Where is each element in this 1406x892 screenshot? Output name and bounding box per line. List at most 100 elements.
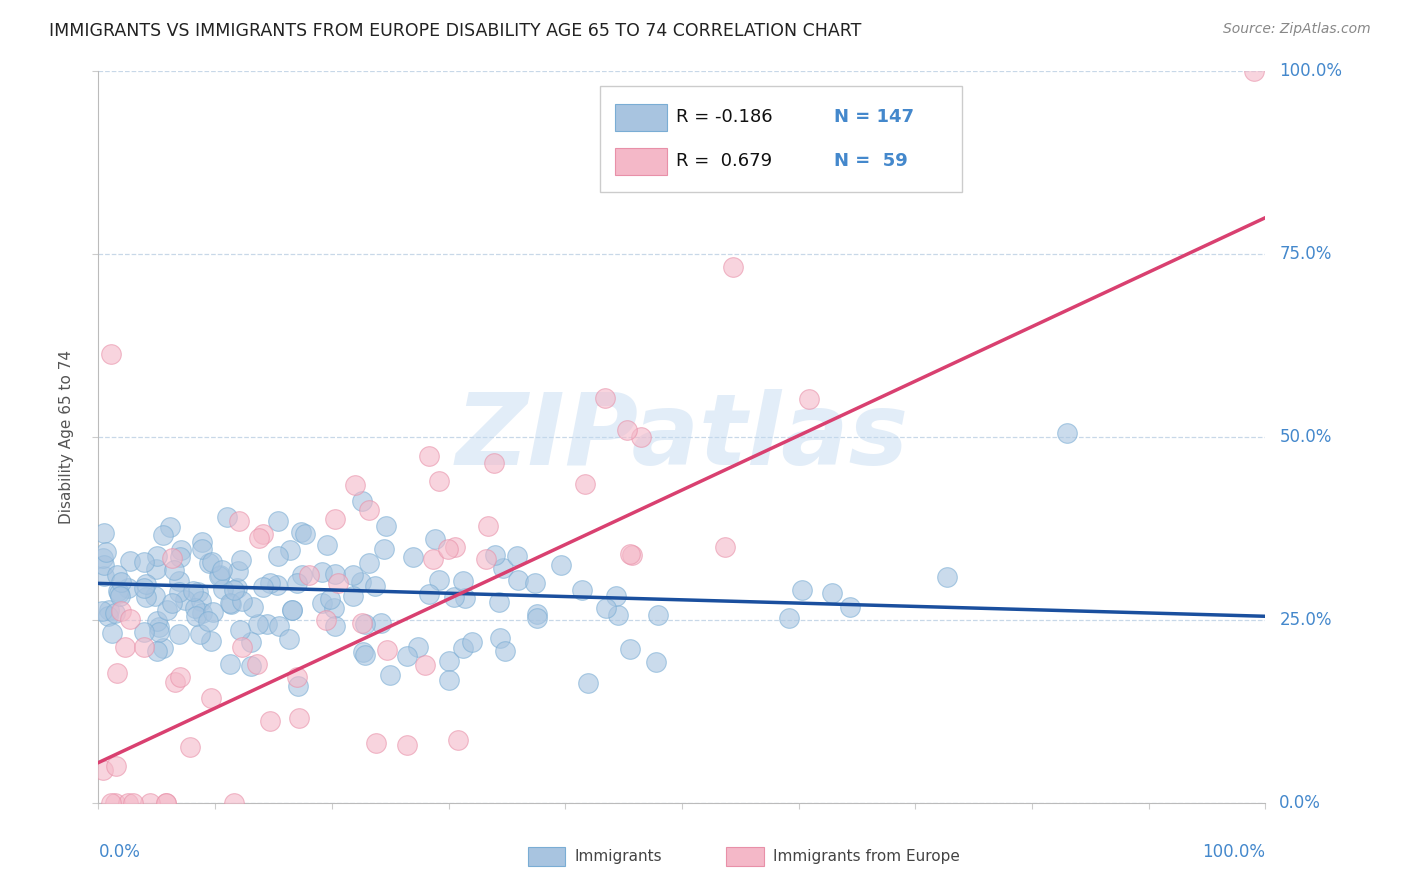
Point (190, 541, 212, 556)
Point (315, 538, 337, 552)
Point (714, 540, 737, 554)
Point (290, 524, 312, 539)
Point (91, 764, 114, 778)
Point (605, 589, 627, 603)
Point (181, 584, 204, 599)
Point (218, 596, 240, 610)
Point (526, 607, 548, 622)
Point (174, 592, 197, 607)
Point (156, 603, 179, 617)
Point (294, 526, 316, 541)
Point (619, 547, 641, 561)
Point (148, 620, 170, 634)
Point (506, 549, 529, 563)
Point (792, 582, 814, 597)
Point (155, 796, 177, 810)
Point (91, 550, 114, 565)
Point (239, 658, 262, 673)
Point (97, 608, 120, 623)
Point (352, 615, 374, 630)
Point (187, 584, 209, 599)
Point (163, 675, 186, 690)
Point (524, 576, 547, 591)
Point (100, 626, 122, 640)
Point (291, 568, 314, 582)
Point (226, 564, 249, 578)
Point (607, 608, 630, 623)
Point (219, 597, 242, 611)
Point (118, 554, 141, 568)
Point (208, 568, 231, 582)
Text: Immigrants from Europe: Immigrants from Europe (773, 849, 960, 864)
Point (188, 627, 211, 641)
Point (167, 627, 190, 641)
Point (322, 600, 344, 615)
Point (246, 657, 269, 672)
Point (122, 796, 145, 810)
Point (488, 595, 510, 609)
Point (110, 574, 132, 589)
Point (105, 567, 128, 582)
Text: Source: ZipAtlas.com: Source: ZipAtlas.com (1223, 22, 1371, 37)
Point (645, 656, 668, 670)
Point (288, 711, 311, 725)
Point (208, 569, 231, 583)
Point (352, 493, 374, 508)
Point (1243, 64, 1265, 78)
Point (437, 673, 460, 688)
Point (117, 796, 139, 810)
Point (778, 611, 800, 625)
Y-axis label: Disability Age 65 to 74: Disability Age 65 to 74 (59, 350, 75, 524)
Point (494, 644, 516, 658)
Point (132, 555, 155, 569)
Point (169, 549, 191, 564)
Point (353, 617, 375, 632)
Point (104, 606, 127, 620)
Text: 0.0%: 0.0% (1279, 794, 1322, 812)
Point (427, 573, 450, 587)
Point (228, 514, 250, 528)
Point (98, 603, 121, 617)
Text: R = -0.186: R = -0.186 (676, 109, 773, 127)
Point (492, 561, 515, 575)
Point (422, 552, 444, 566)
Point (197, 614, 219, 628)
Point (630, 430, 652, 444)
Point (323, 512, 346, 526)
Point (242, 599, 264, 614)
Point (574, 477, 596, 491)
FancyBboxPatch shape (527, 847, 565, 866)
Point (211, 582, 233, 596)
Point (252, 580, 274, 594)
Point (247, 532, 270, 546)
Point (621, 548, 644, 562)
Point (184, 600, 207, 615)
Point (364, 736, 387, 750)
Point (252, 526, 274, 541)
Point (170, 543, 193, 558)
Point (451, 641, 474, 656)
Point (118, 611, 141, 625)
Point (132, 581, 155, 595)
Text: 75.0%: 75.0% (1279, 245, 1331, 263)
Point (104, 796, 127, 810)
Point (167, 584, 190, 599)
FancyBboxPatch shape (600, 86, 962, 192)
Point (418, 449, 440, 463)
Text: 100.0%: 100.0% (1202, 843, 1265, 861)
Point (100, 346, 122, 360)
Point (219, 657, 242, 672)
Point (222, 583, 245, 598)
Point (451, 574, 474, 589)
Point (190, 535, 212, 549)
Point (444, 540, 467, 554)
Point (198, 557, 221, 571)
Point (146, 643, 169, 657)
Point (191, 606, 214, 620)
Point (155, 796, 177, 810)
Point (162, 550, 184, 565)
Point (201, 555, 224, 569)
FancyBboxPatch shape (616, 104, 666, 131)
Point (550, 558, 572, 573)
Point (135, 577, 157, 591)
